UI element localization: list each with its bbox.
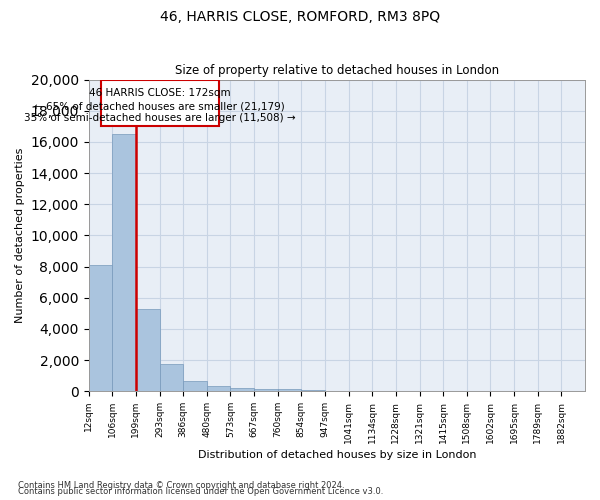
Y-axis label: Number of detached properties: Number of detached properties xyxy=(15,148,25,323)
Bar xyxy=(301,390,325,391)
Bar xyxy=(254,388,278,391)
Text: 46 HARRIS CLOSE: 172sqm: 46 HARRIS CLOSE: 172sqm xyxy=(89,88,230,98)
Text: 35% of semi-detached houses are larger (11,508) →: 35% of semi-detached houses are larger (… xyxy=(24,113,296,123)
Bar xyxy=(160,364,183,391)
Bar xyxy=(101,80,218,126)
Bar xyxy=(230,388,254,391)
Title: Size of property relative to detached houses in London: Size of property relative to detached ho… xyxy=(175,64,499,77)
X-axis label: Distribution of detached houses by size in London: Distribution of detached houses by size … xyxy=(197,450,476,460)
Bar xyxy=(112,134,136,391)
Bar xyxy=(207,386,230,391)
Bar xyxy=(136,308,160,391)
Text: Contains public sector information licensed under the Open Government Licence v3: Contains public sector information licen… xyxy=(18,487,383,496)
Bar xyxy=(183,381,207,391)
Bar xyxy=(89,265,112,391)
Text: Contains HM Land Registry data © Crown copyright and database right 2024.: Contains HM Land Registry data © Crown c… xyxy=(18,481,344,490)
Text: ← 65% of detached houses are smaller (21,179): ← 65% of detached houses are smaller (21… xyxy=(34,102,285,112)
Bar xyxy=(278,389,301,391)
Text: 46, HARRIS CLOSE, ROMFORD, RM3 8PQ: 46, HARRIS CLOSE, ROMFORD, RM3 8PQ xyxy=(160,10,440,24)
